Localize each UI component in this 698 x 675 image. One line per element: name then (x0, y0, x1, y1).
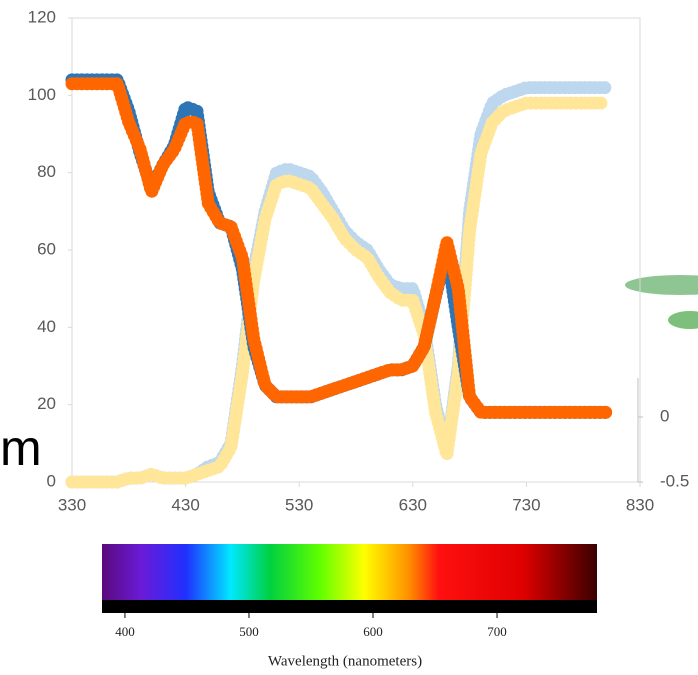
spectrum-bar (102, 544, 597, 601)
y-tick-label: 60 (37, 239, 56, 258)
series-line (65, 81, 613, 489)
decor-leaf (668, 311, 698, 329)
y-tick-label: 120 (28, 7, 56, 26)
y2-tick-label: -0.5 (660, 471, 689, 490)
x-tick-label: 430 (171, 495, 199, 514)
fragment-text: m (0, 420, 42, 476)
spectrum-tick-label: 600 (363, 624, 383, 639)
y2-tick-label: 0 (660, 406, 669, 425)
spectrum-tick-label: 500 (239, 624, 259, 639)
x-tick-label: 730 (512, 495, 540, 514)
series-line (65, 73, 613, 419)
decor-leaf (625, 275, 698, 295)
spectrum-label: Wavelength (nanometers) (268, 653, 422, 669)
series-line (65, 96, 613, 489)
y-tick-label: 20 (37, 394, 56, 413)
spectrum-tick-label: 400 (115, 624, 135, 639)
x-tick-label: 830 (626, 495, 654, 514)
x-tick-label: 630 (399, 495, 427, 514)
y-tick-label: 100 (28, 85, 56, 104)
series-line (65, 77, 613, 419)
spectrum-tick-label: 700 (487, 624, 507, 639)
y-tick-label: 0 (47, 471, 56, 490)
x-tick-label: 530 (285, 495, 313, 514)
y-tick-label: 40 (37, 317, 56, 336)
x-tick-label: 330 (58, 495, 86, 514)
spectrum-band (102, 600, 597, 613)
y-tick-label: 80 (37, 162, 56, 181)
